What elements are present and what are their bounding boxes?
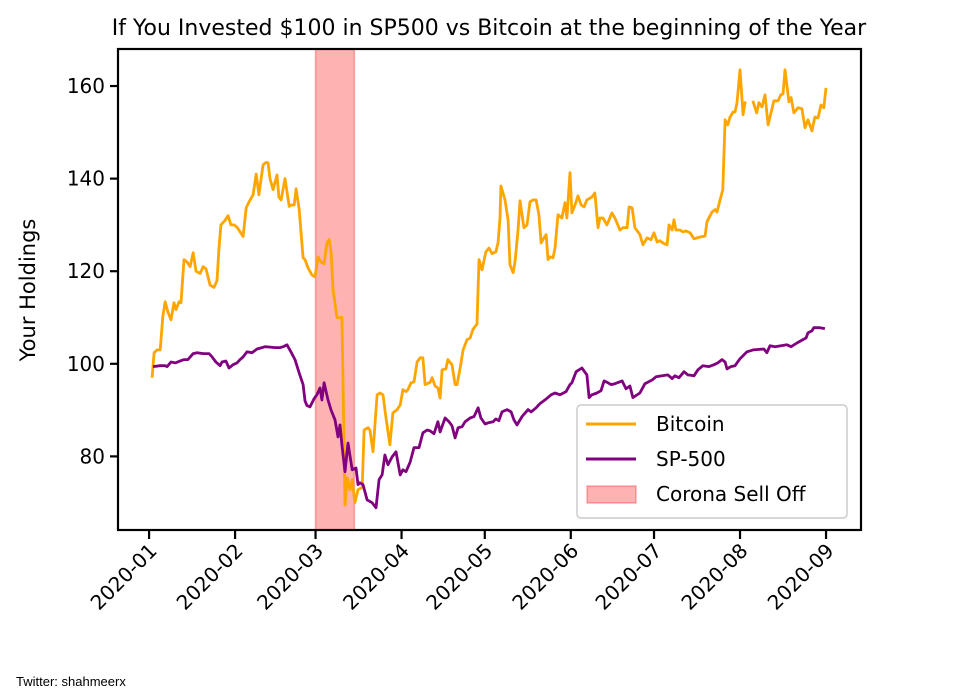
legend-swatch-corona (586, 485, 637, 504)
y-tick-label: 100 (67, 352, 105, 376)
legend: Bitcoin SP-500 Corona Sell Off (576, 404, 848, 519)
y-tick-label: 160 (67, 74, 105, 98)
span-corona-sell-off (314, 48, 356, 531)
y-axis-label: Your Holdings (16, 219, 40, 363)
y-tick-label: 80 (80, 444, 105, 468)
axes-frame (116, 47, 863, 532)
legend-label-corona: Corona Sell Off (656, 482, 807, 506)
y-tick-label: 140 (67, 167, 105, 191)
y-axis: 80 100 120 140 160 (67, 74, 118, 468)
legend-label-sp500: SP-500 (656, 447, 726, 471)
chart-title: If You Invested $100 in SP500 vs Bitcoin… (112, 16, 867, 41)
legend-label-bitcoin: Bitcoin (656, 412, 725, 436)
y-tick-label: 120 (67, 259, 105, 283)
credit-text: Twitter: shahmeerx (16, 674, 126, 689)
series-line-bitcoin (150, 68, 828, 507)
series-layer (150, 68, 828, 510)
spans-layer (314, 48, 356, 531)
series-line-sp-500 (152, 326, 826, 510)
legend-box (576, 404, 848, 519)
